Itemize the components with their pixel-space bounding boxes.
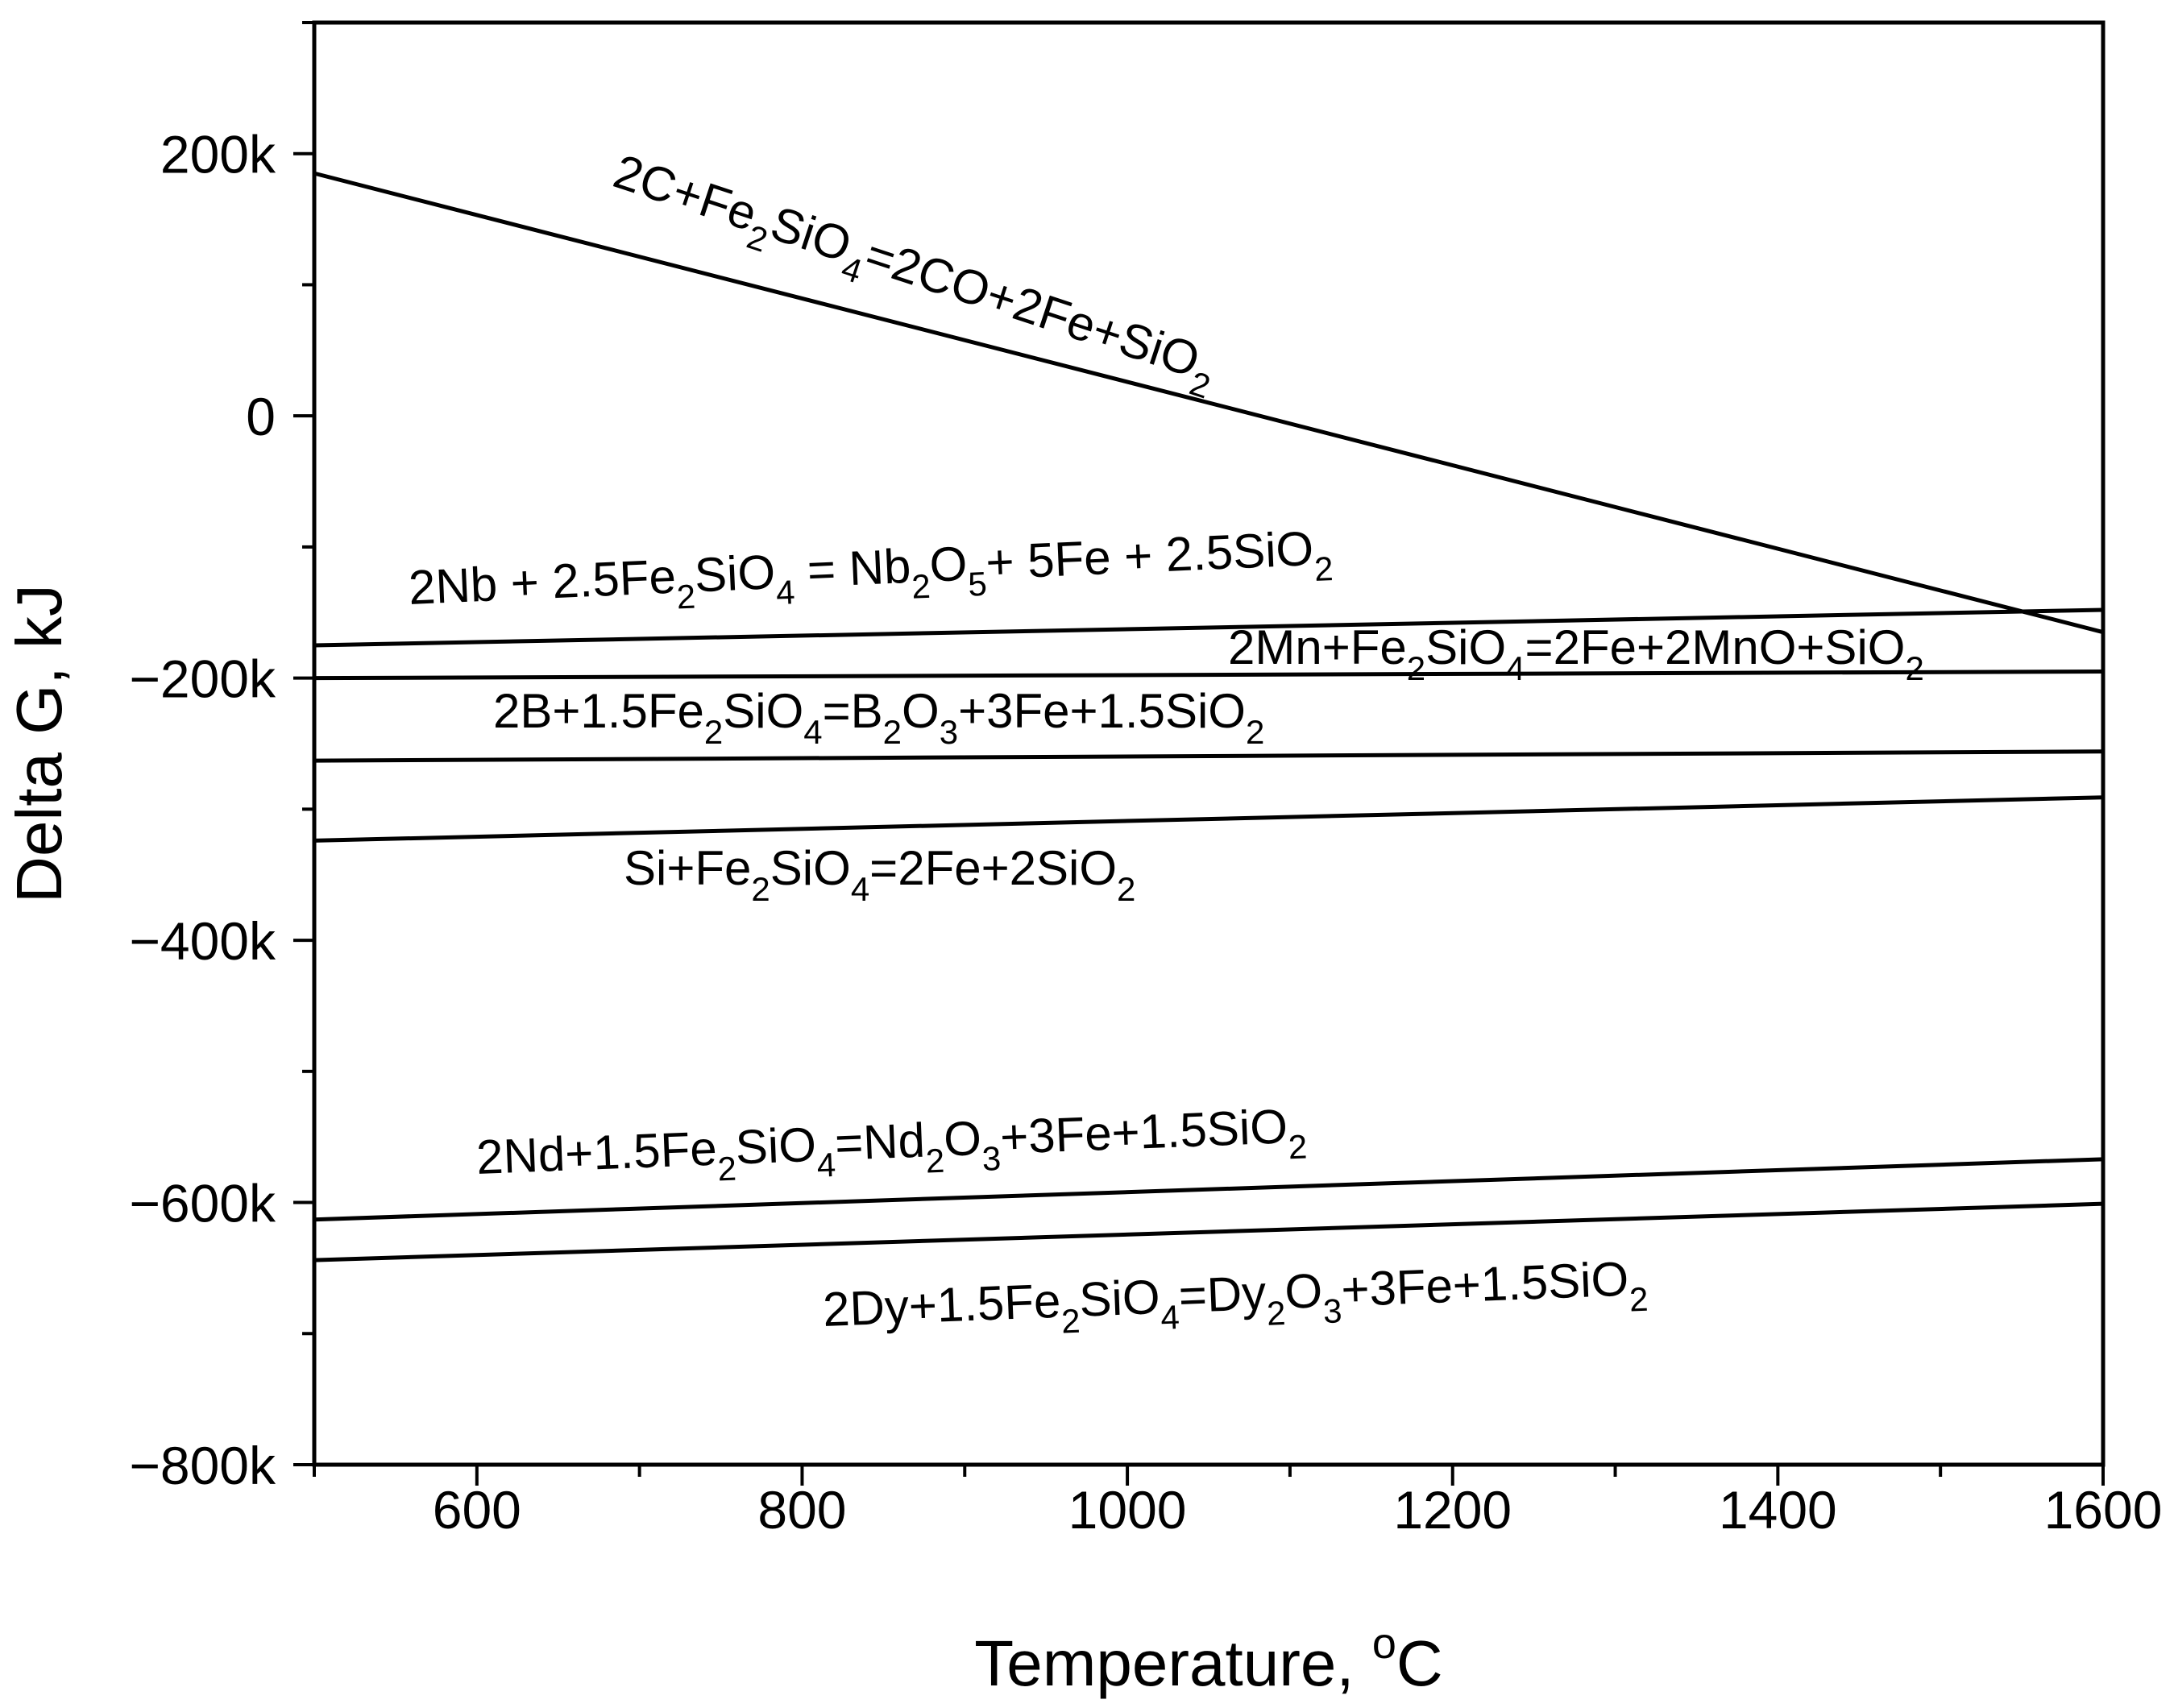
- x-tick-label: 1600: [2044, 1480, 2163, 1540]
- y-tick-label: 200k: [160, 125, 276, 184]
- series-label-dy: 2Dy+1.5Fe2SiO4=Dy2O3+3Fe+1.5SiO2: [822, 1251, 1649, 1349]
- y-axis-title: Delta G, kJ: [3, 584, 75, 903]
- series-label-nb: 2Nb + 2.5Fe2SiO4 = Nb2O5+ 5Fe + 2.5SiO2: [408, 520, 1334, 628]
- series-lines: [313, 171, 2104, 1262]
- series-label-c: 2C+Fe2SiO4=2CO+2Fe+SiO2: [604, 144, 1224, 406]
- series-label-si: Si+Fe2SiO4=2Fe+2SiO2: [624, 841, 1135, 908]
- x-axis-title: Temperature, oC: [974, 1619, 1442, 1699]
- x-tick-label: 1000: [1068, 1480, 1187, 1540]
- series-label-mn: 2Mn+Fe2SiO4=2Fe+2MnO+SiO2: [1228, 620, 1924, 687]
- series-labels: 2C+Fe2SiO4=2CO+2Fe+SiO2 2Nb + 2.5Fe2SiO4 …: [408, 144, 1924, 1349]
- series-label-b: 2B+1.5Fe2SiO4=B2O3+3Fe+1.5SiO2: [493, 684, 1264, 751]
- y-tick-label: −800k: [129, 1436, 276, 1495]
- series-label-nd: 2Nd+1.5Fe2SiO4=Nd2O3+3Fe+1.5SiO2: [475, 1098, 1308, 1197]
- series-line-dy: [313, 1201, 2104, 1262]
- y-tick-label: −400k: [129, 911, 276, 971]
- series-line-c: [313, 171, 2104, 635]
- series-line-mn: [313, 670, 2104, 681]
- series-line-si: [313, 795, 2104, 843]
- axis-tick-labels: 600 800 1000 1200 1400 1600 200k 0 −200k −400k −60…: [129, 125, 2162, 1540]
- x-tick-label: 1400: [1719, 1480, 1837, 1540]
- y-tick-label: −200k: [129, 649, 276, 709]
- axis-ticks: [293, 21, 2105, 1486]
- series-line-nb: [313, 607, 2104, 648]
- series-line-nd: [313, 1157, 2104, 1222]
- y-tick-label: 0: [246, 387, 276, 446]
- y-tick-label: −600k: [129, 1174, 276, 1233]
- x-tick-label: 800: [757, 1480, 846, 1540]
- x-tick-label: 600: [433, 1480, 521, 1540]
- plot-frame: [312, 20, 2106, 1467]
- series-line-b: [313, 749, 2104, 763]
- x-tick-label: 1200: [1393, 1480, 1512, 1540]
